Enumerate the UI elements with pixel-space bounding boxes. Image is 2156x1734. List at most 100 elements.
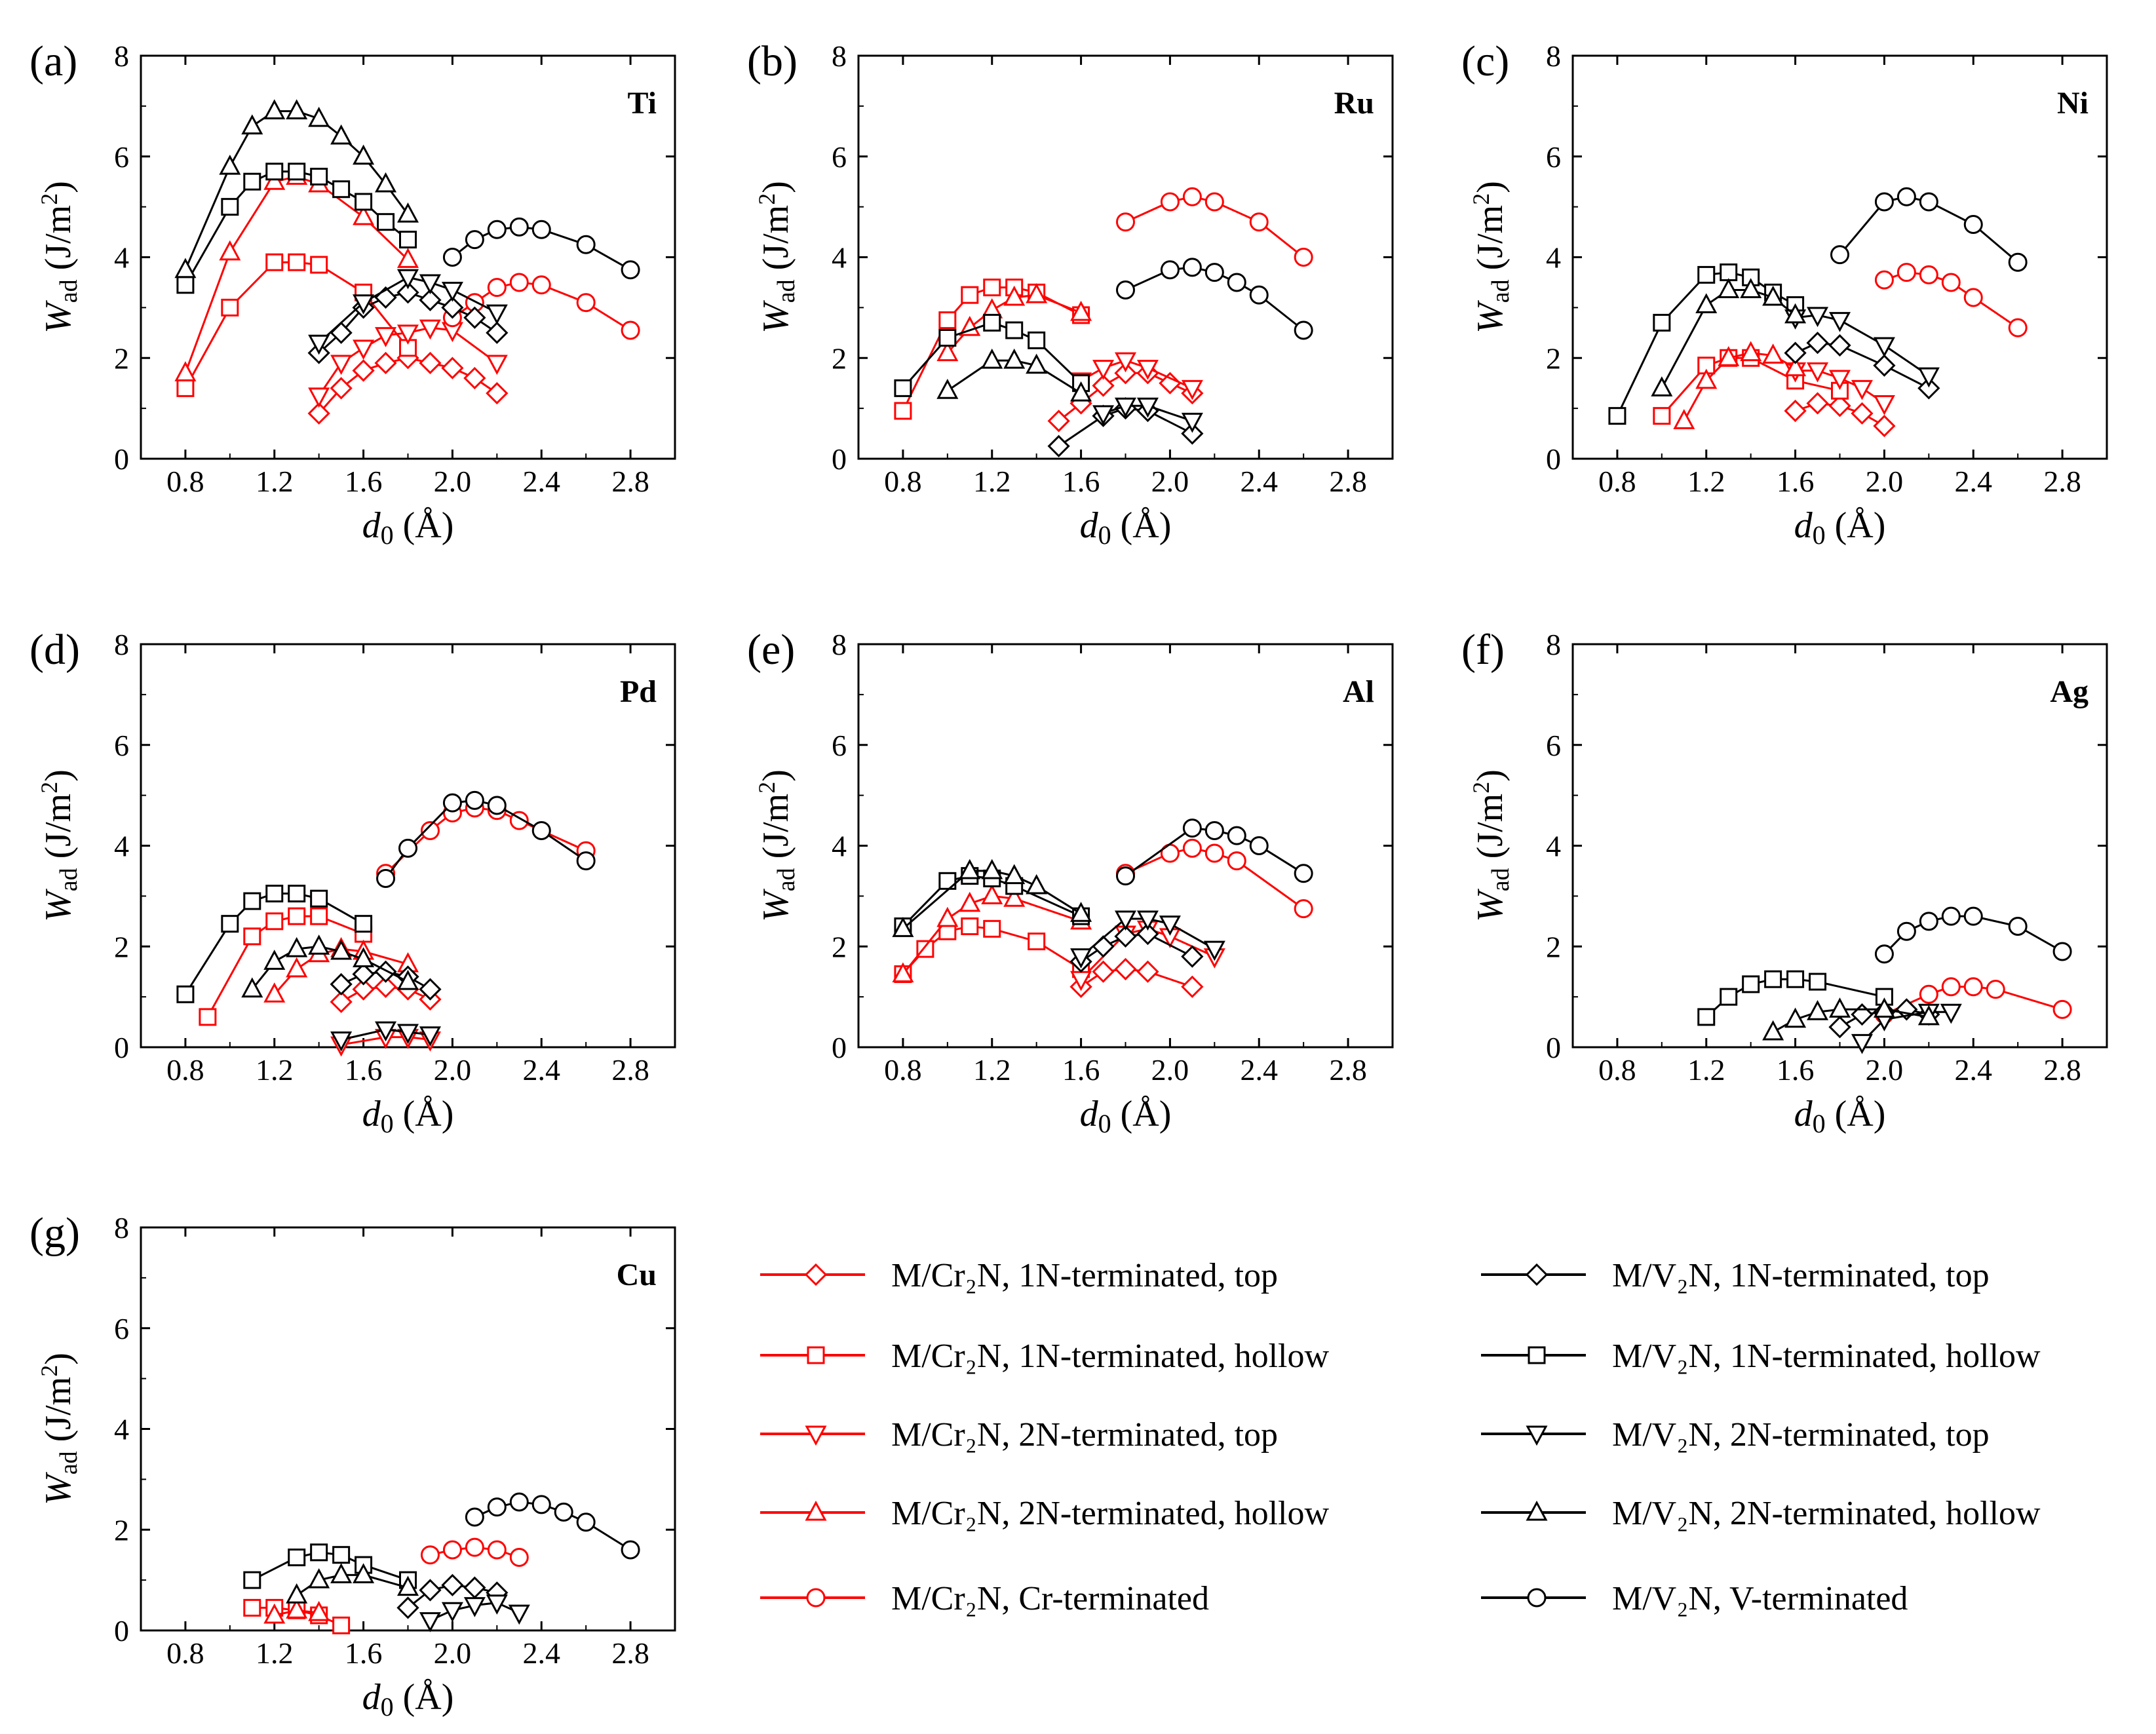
data-point (1294, 248, 1313, 267)
y-tick-label: 4 (114, 830, 129, 863)
data-point (286, 1583, 308, 1604)
data-point (2052, 999, 2072, 1019)
series-6 (176, 885, 373, 1003)
data-point (1673, 409, 1695, 429)
data-point (1828, 997, 1851, 1018)
y-tick-label: 4 (114, 241, 129, 275)
data-point (332, 180, 351, 199)
data-point (621, 1540, 640, 1560)
data-point (310, 168, 328, 185)
legend-item: M/V₂N, 2N-terminated, top (1481, 1416, 1990, 1454)
series-4 (420, 1537, 529, 1568)
data-point (1720, 263, 1738, 282)
y-tick-label: 8 (114, 1211, 129, 1244)
data-point (243, 1571, 261, 1589)
data-point (1114, 925, 1137, 948)
data-point (981, 858, 1003, 879)
y-tick-label: 4 (114, 1413, 129, 1446)
x-tick-label: 2.4 (1955, 465, 1993, 498)
data-point (442, 1540, 462, 1560)
data-point (243, 1598, 261, 1617)
data-point (442, 248, 462, 267)
data-point (374, 351, 397, 375)
series-7 (308, 269, 508, 355)
data-point (1874, 944, 1894, 964)
data-point (288, 253, 306, 271)
data-point (2008, 917, 2028, 936)
series-8 (241, 934, 419, 998)
data-point (463, 366, 486, 390)
panel-label: (c) (1461, 37, 1509, 85)
panels: 0.8 1.2 1.6 2.0 2.4 2.8 0 2 4 6 8 d0 (Å) Wad (J/m2) (… (29, 37, 2108, 1722)
series-5 (396, 1573, 509, 1619)
data-point (1070, 300, 1092, 321)
data-point (1204, 192, 1224, 212)
data-point (1873, 337, 1895, 358)
panel-label: (e) (747, 626, 795, 674)
data-point (465, 790, 484, 810)
data-point (531, 275, 551, 295)
data-point (1047, 434, 1070, 457)
data-point (465, 1537, 484, 1557)
data-point (1742, 975, 1760, 993)
metal-label: Cu (617, 1258, 657, 1292)
data-point (352, 978, 375, 1001)
data-point (1740, 341, 1762, 362)
data-point (531, 820, 551, 840)
data-point (419, 1026, 441, 1047)
data-point (1917, 377, 1940, 400)
data-point (1227, 826, 1246, 845)
x-tick-label: 1.2 (256, 1636, 294, 1670)
series-7 (1092, 397, 1203, 433)
data-point (1116, 280, 1135, 299)
x-axis-title: d0 (Å) (362, 505, 454, 550)
x-tick-label: 1.6 (1777, 465, 1815, 498)
data-point (1784, 356, 1807, 377)
data-point (1828, 395, 1851, 417)
x-tick-label: 2.0 (434, 1053, 472, 1087)
data-point (1963, 288, 1983, 307)
x-tick-label: 1.6 (345, 1053, 383, 1087)
data-point (265, 912, 284, 931)
data-point (1873, 395, 1895, 415)
data-point (286, 936, 308, 957)
data-point (1919, 265, 1938, 284)
data-point (1873, 414, 1896, 438)
y-axis-title: Wad (J/m2) (1468, 769, 1514, 922)
data-point (1249, 285, 1269, 305)
data-point (1136, 922, 1159, 946)
data-point (983, 313, 1001, 332)
data-point (509, 1492, 529, 1512)
data-point (310, 907, 328, 925)
x-tick-label: 2.8 (2043, 1053, 2081, 1087)
y-tick-label: 6 (1546, 729, 1561, 762)
data-point (1092, 405, 1115, 425)
data-point (508, 1604, 530, 1625)
x-tick-label: 0.8 (884, 1053, 922, 1087)
series-0 (307, 347, 509, 425)
legend-item: M/Cr₂N, Cr-terminated (760, 1580, 1209, 1617)
data-point (487, 278, 507, 298)
data-point (308, 106, 330, 127)
legend-item: M/Cr₂N, 1N-terminated, top (760, 1257, 1278, 1294)
data-point (419, 1579, 442, 1602)
y-tick-label: 0 (114, 1031, 129, 1064)
data-point (1181, 975, 1204, 998)
data-point (1917, 367, 1940, 388)
data-point (330, 990, 353, 1013)
y-tick-label: 4 (832, 830, 847, 863)
data-point (1092, 960, 1115, 983)
x-tick-label: 0.8 (166, 465, 204, 498)
data-point (936, 341, 959, 362)
panel-ru: 0.8 1.2 1.6 2.0 2.4 2.8 0 2 4 6 8 d0 (Å) Wad (J/m2) (… (747, 37, 1394, 550)
data-point (1917, 1005, 1940, 1026)
data-point (419, 1612, 441, 1632)
data-point (1294, 864, 1313, 883)
data-point (894, 379, 912, 397)
x-tick-label: 2.8 (2043, 465, 2081, 498)
x-tick-label: 2.4 (1241, 1053, 1279, 1087)
legend-label: M/Cr₂N, Cr-terminated (891, 1580, 1209, 1617)
x-tick-label: 2.8 (1329, 1053, 1367, 1087)
series-5 (330, 960, 442, 1001)
x-tick-label: 2.0 (1866, 465, 1904, 498)
